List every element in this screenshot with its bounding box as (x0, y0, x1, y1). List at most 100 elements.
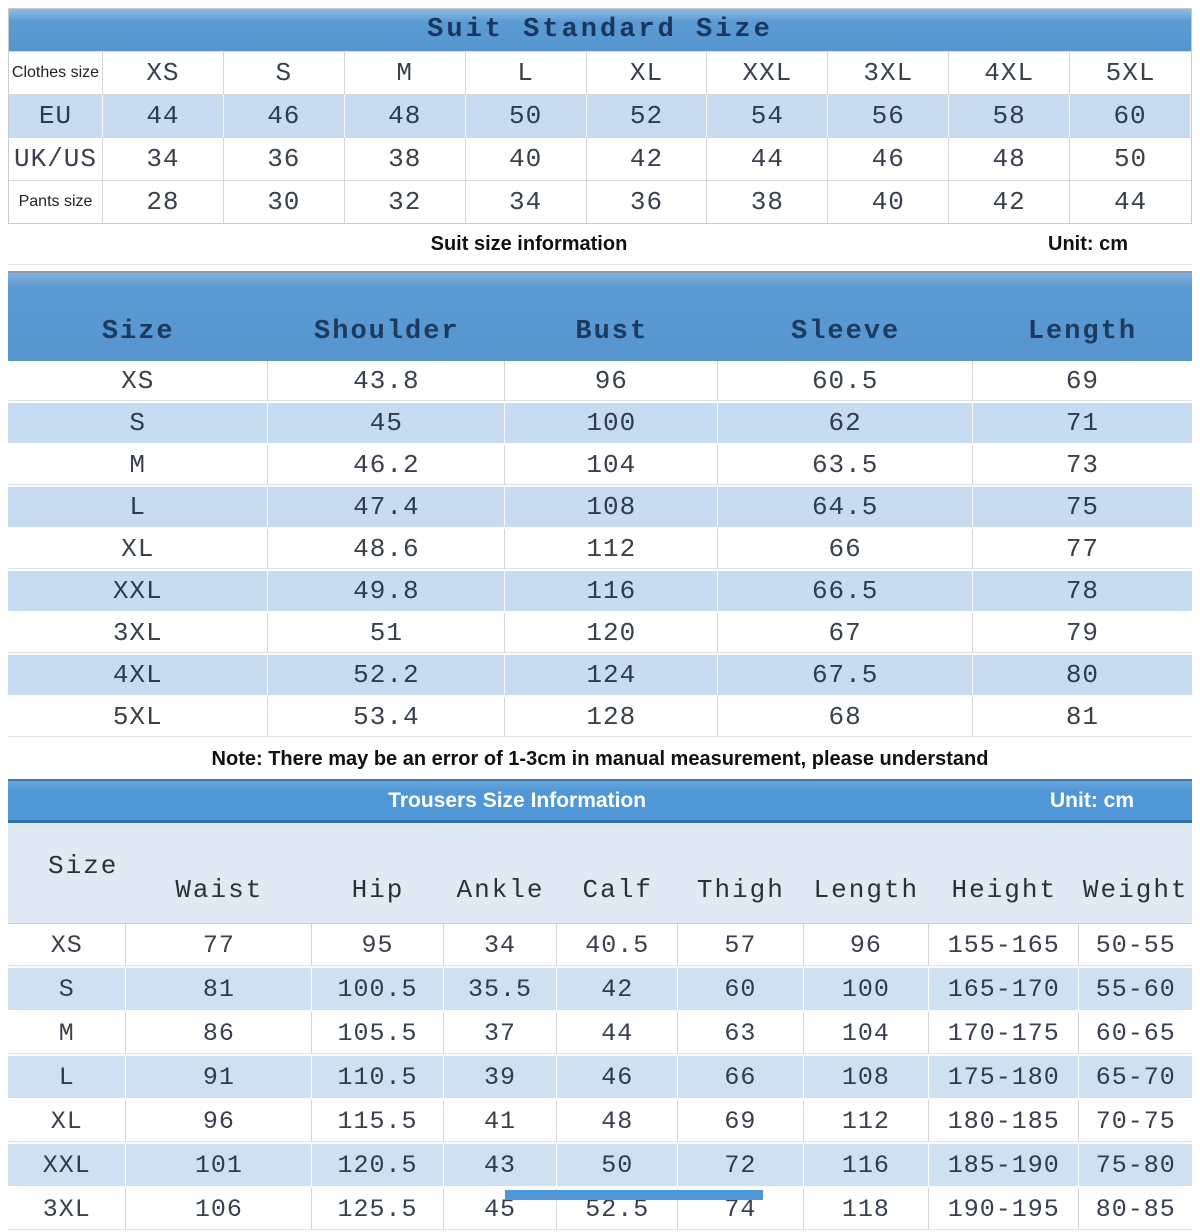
cell-value-text: 66 (828, 534, 862, 564)
cell-value-text: 42 (629, 144, 664, 174)
cell-value: 66 (718, 529, 973, 569)
row-label-text: 3XL (112, 618, 163, 648)
table-row: XS 77 95 34 40.5 57 96 155-165 50-55 (8, 924, 1192, 968)
cell-value-text: 54 (750, 101, 784, 131)
cell-value: XL (587, 52, 708, 94)
cell-value-text: 55-60 (1095, 974, 1176, 1004)
cell-value: 48 (345, 95, 466, 137)
suit-size-info-bar: Suit size information Unit: cm (8, 224, 1192, 265)
column-header-text: Shoulder (314, 317, 460, 347)
cell-value: 3XL (828, 52, 950, 94)
cell-value: 116 (505, 571, 719, 611)
cell-value-text: 80 (1065, 660, 1100, 690)
cell-value-text: 96 (849, 930, 882, 960)
cell-value: 96 (505, 361, 719, 401)
cell-value-text: 51 (369, 618, 403, 648)
cell-value-text: 36 (629, 187, 664, 217)
column-header: Shoulder (268, 273, 505, 361)
cell-value: 66.5 (718, 571, 973, 611)
cell-value-text: 77 (202, 930, 235, 960)
cell-value: 77 (126, 924, 313, 966)
measurement-note: Note: There may be an error of 1-3cm in … (8, 739, 1192, 779)
cell-value-text: 34 (484, 930, 517, 960)
cell-value-text: 48.6 (353, 534, 420, 564)
measurement-note-text: Note: There may be an error of 1-3cm in … (211, 747, 989, 770)
cell-value-text: 63.5 (811, 450, 879, 480)
cell-value-text: 5XL (1105, 58, 1156, 88)
row-label: Pants size (9, 181, 103, 223)
cell-value-text: 165-170 (947, 974, 1060, 1004)
column-header: Sleeve (718, 273, 973, 361)
cell-value: 64.5 (718, 487, 973, 527)
cell-value-text: 38 (750, 187, 784, 217)
cell-value-text: 40 (871, 187, 905, 217)
suit-standard-size-body: Clothes size XS S M L XL XXL 3XL 4XL 5XL EU 44 46 48 5… (9, 51, 1191, 223)
column-header-text: Bust (575, 317, 649, 347)
cell-value: M (345, 52, 466, 94)
column-header-text: Weight (1082, 875, 1189, 905)
cell-value-text: 52.2 (353, 660, 420, 690)
cell-value-text: 96 (202, 1106, 235, 1136)
cell-value-text: 40 (508, 144, 543, 174)
row-label: XXL (8, 1144, 127, 1186)
cell-value-text: 75-80 (1095, 1150, 1176, 1180)
table-row: S 81 100.5 35.5 42 60 100 165-170 55-60 (8, 968, 1192, 1012)
row-label-text: XL (121, 534, 155, 564)
cell-value-text: 39 (484, 1062, 517, 1092)
cell-value: 50 (466, 95, 587, 137)
cell-value: 104 (505, 445, 719, 485)
suit-size-table-header: Size Shoulder Bust Sleeve Length (8, 271, 1192, 361)
row-label: 4XL (8, 655, 269, 695)
cell-value-text: 32 (388, 187, 422, 217)
cell-value-text: 58 (992, 101, 1026, 131)
column-header: Bust (505, 273, 718, 361)
table-row: S 45 100 62 71 (8, 403, 1192, 445)
cell-value: 125.5 (312, 1188, 444, 1230)
cell-value-text: 125.5 (337, 1194, 418, 1224)
cell-value: 46 (828, 138, 950, 180)
cell-value: 48.6 (268, 529, 506, 569)
cell-value-text: 60 (1113, 101, 1147, 131)
cell-value-text: 56 (871, 101, 905, 131)
table-row: XL 96 115.5 41 48 69 112 180-185 70-75 (8, 1100, 1192, 1144)
cell-value: 36 (587, 181, 708, 223)
row-label: UK/US (9, 138, 103, 180)
cell-value-text: 81 (1065, 702, 1100, 732)
cell-value-text: 46 (601, 1062, 634, 1092)
column-header: Ankle (444, 823, 558, 923)
cell-value: 52.2 (268, 655, 506, 695)
cell-value: 43 (444, 1144, 558, 1186)
cell-value: 42 (949, 181, 1071, 223)
cell-value-text: 101 (194, 1150, 243, 1180)
cell-value: 34 (444, 924, 558, 966)
column-header-text: Size (47, 851, 119, 881)
column-header: Size (8, 823, 126, 923)
cell-value: 60 (678, 968, 804, 1010)
row-label: XS (8, 924, 127, 966)
cell-value: 40 (828, 181, 950, 223)
column-header-text: Sleeve (791, 317, 901, 347)
suit-size-info-title: Suit size information (430, 232, 628, 255)
cell-value: 42 (557, 968, 679, 1010)
cell-value: 69 (678, 1100, 804, 1142)
cell-value: 155-165 (929, 924, 1080, 966)
cell-value-text: 64.5 (811, 492, 879, 522)
cell-value-text: 104 (841, 1018, 890, 1048)
row-label-text: 5XL (112, 702, 163, 732)
row-label-text: XXL (112, 576, 163, 606)
column-header-text: Height (951, 875, 1058, 905)
row-label: S (8, 968, 127, 1010)
cell-value-text: 36 (267, 144, 301, 174)
row-label: S (8, 403, 269, 443)
cell-value-text: 108 (841, 1062, 890, 1092)
cell-value-text: XS (146, 58, 180, 88)
cell-value-text: 44 (750, 144, 784, 174)
column-header-text: Calf (582, 875, 653, 905)
column-header-text: Size (101, 317, 175, 347)
cell-value-text: 124 (586, 660, 637, 690)
cell-value: 34 (466, 181, 587, 223)
cell-value-text: 43.8 (353, 366, 420, 396)
row-label: M (8, 1012, 127, 1054)
column-header-text: Waist (175, 875, 264, 905)
row-label: XL (8, 529, 269, 569)
